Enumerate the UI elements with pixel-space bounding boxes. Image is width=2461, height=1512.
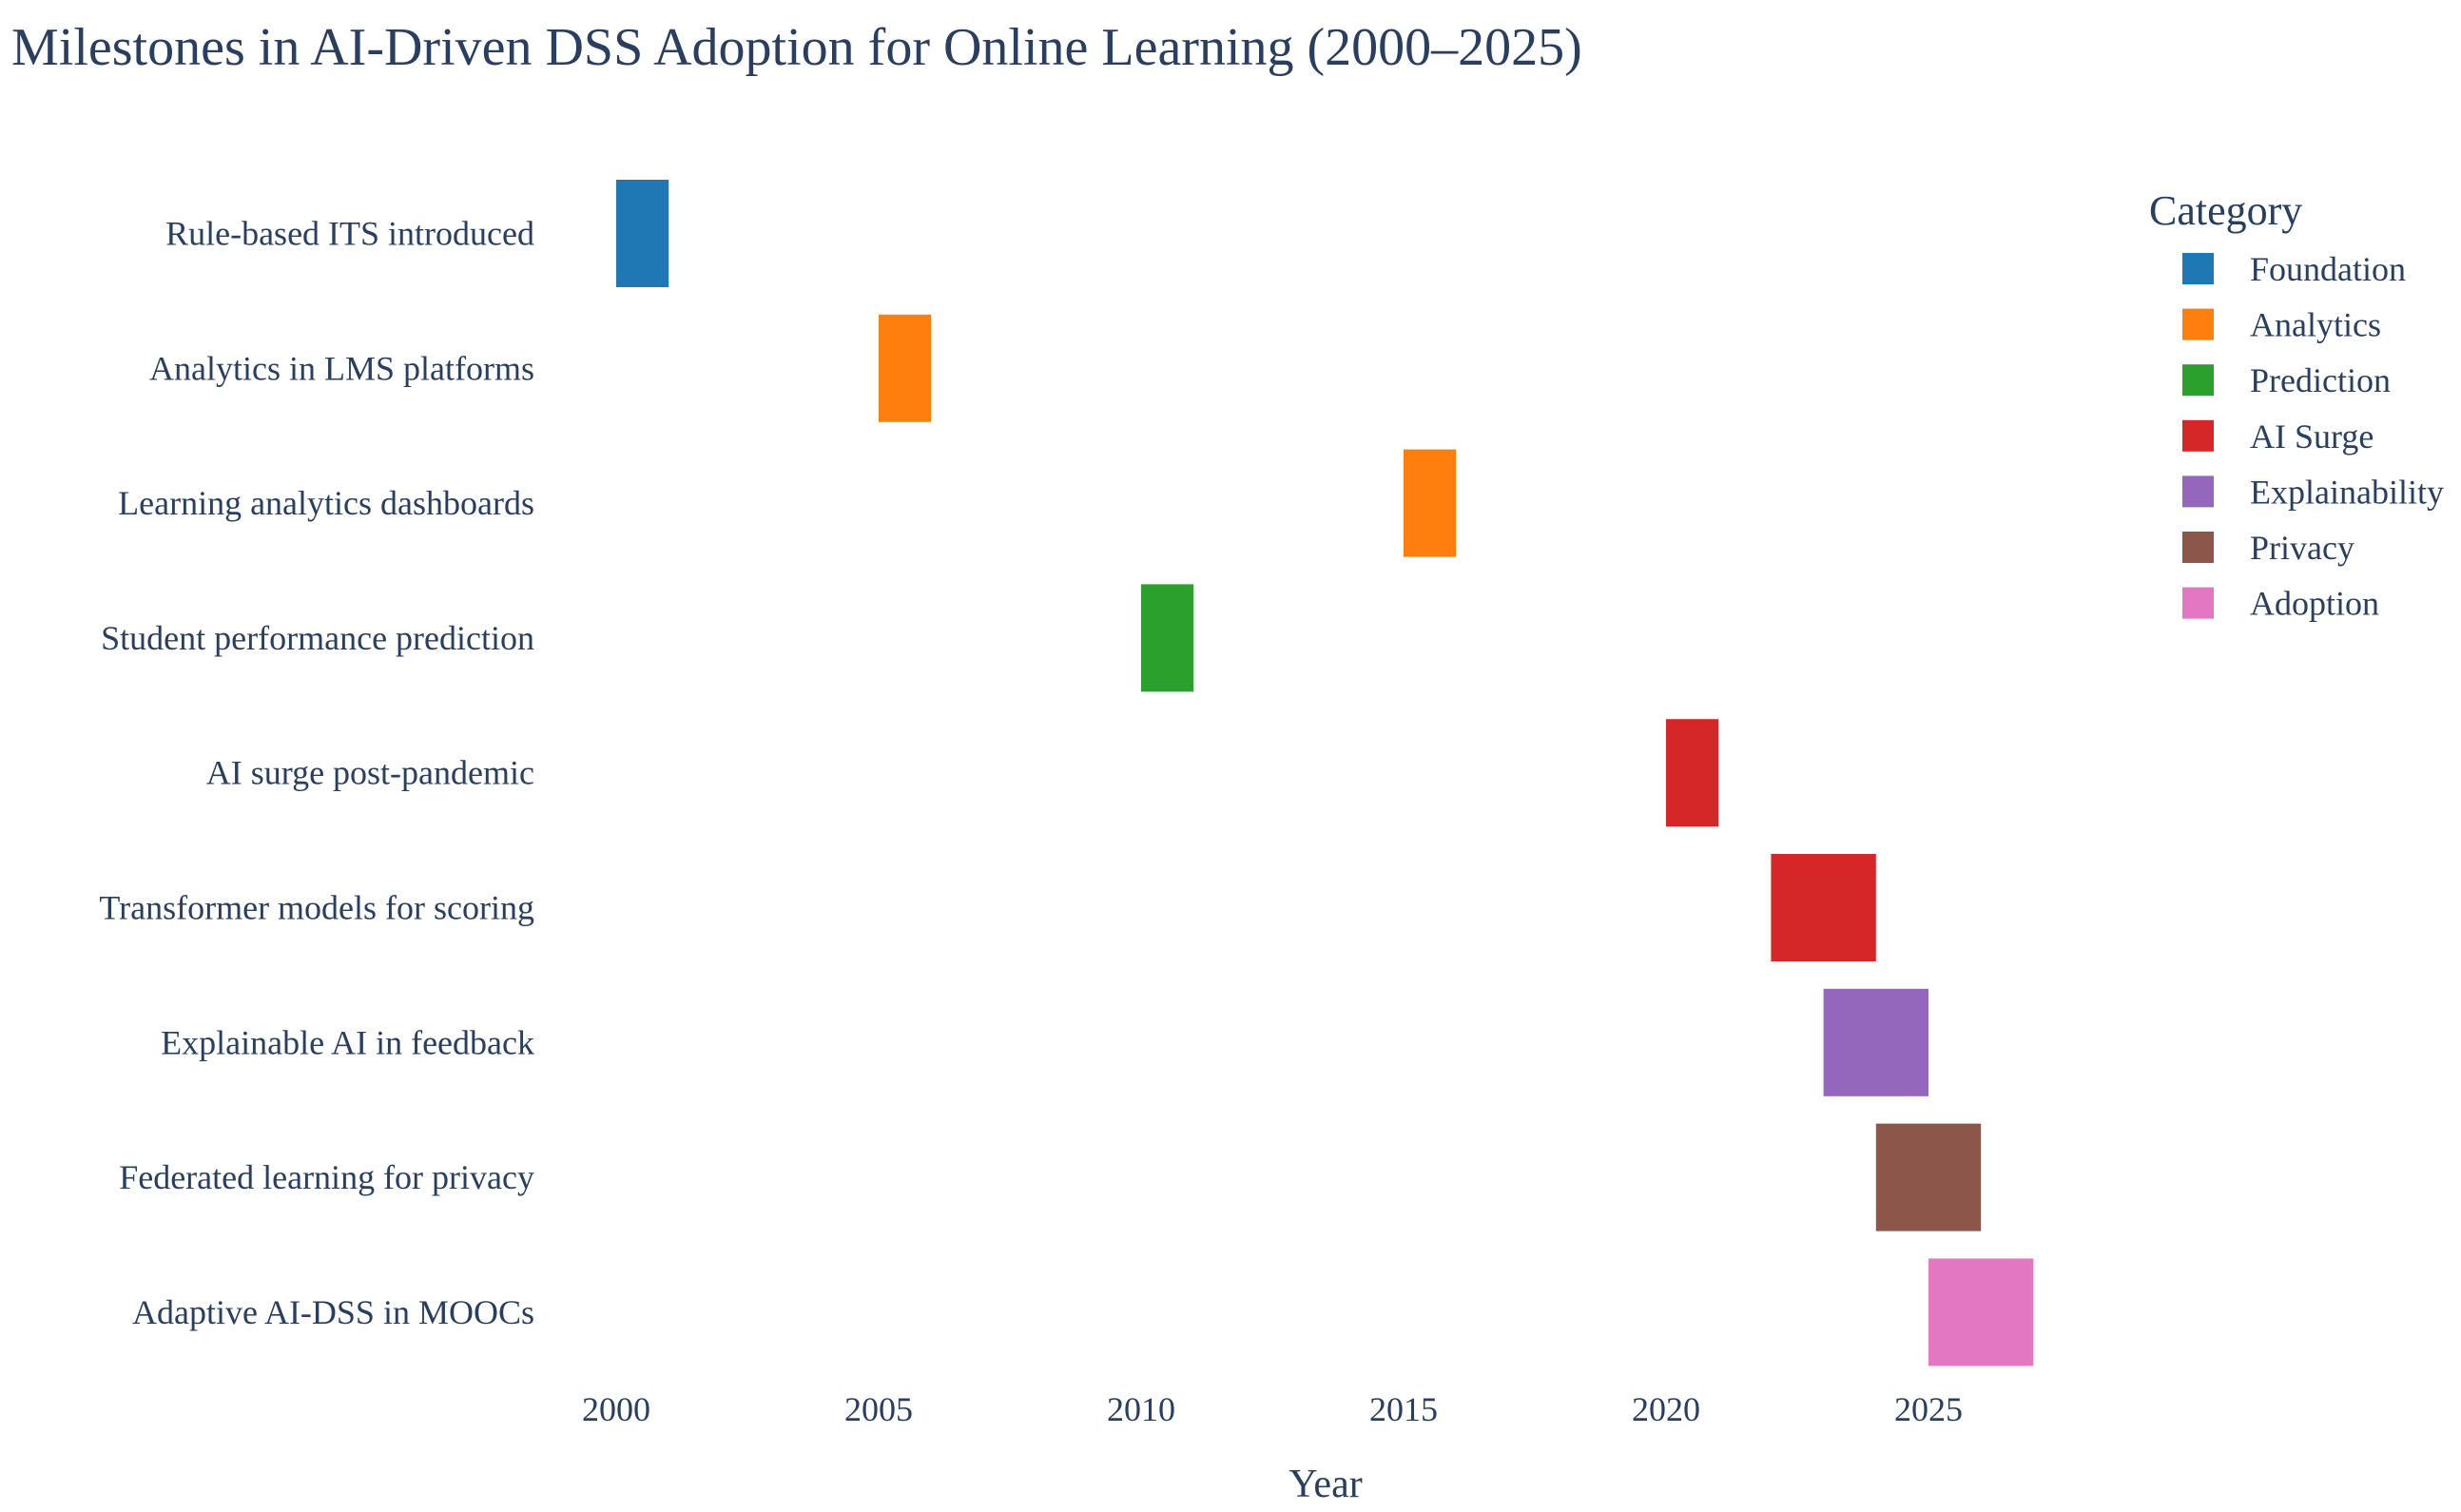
milestone-bar[interactable] [1404,449,1457,557]
milestone-bar[interactable] [1823,988,1928,1096]
chart-title: Milestones in AI-Driven DSS Adoption for… [11,18,1582,77]
x-tick-label: 2000 [582,1390,650,1428]
y-axis-label: AI surge post-pandemic [206,754,534,792]
legend-swatch [2182,253,2214,284]
milestone-bars [616,180,2034,1367]
y-axis-labels: Rule-based ITS introduced Analytics in LM… [99,215,534,1331]
milestone-bar[interactable] [1141,584,1194,692]
y-axis-label: Transformer models for scoring [99,889,534,927]
y-axis-label: Analytics in LMS platforms [149,349,534,387]
legend-label: Adoption [2250,585,2379,623]
y-axis-label: Explainable AI in feedback [161,1023,534,1061]
y-axis-label: Federated learning for privacy [119,1158,534,1196]
x-tick-label: 2025 [1894,1390,1963,1428]
y-axis-label: Adaptive AI-DSS in MOOCs [132,1293,534,1331]
legend-item[interactable]: Privacy [2182,529,2354,567]
legend-item[interactable]: Prediction [2182,361,2391,399]
legend-swatch [2182,364,2214,397]
y-axis-label: Learning analytics dashboards [118,484,534,522]
legend-swatch [2182,308,2214,340]
legend-item[interactable]: Analytics [2182,306,2381,344]
legend-label: Foundation [2250,250,2406,288]
x-tick-label: 2010 [1107,1390,1175,1428]
x-axis-ticks: 2000 2005 2010 2015 2020 2025 [582,1390,1963,1428]
legend-item[interactable]: AI Surge [2182,417,2374,456]
legend-item[interactable]: Foundation [2182,250,2406,288]
legend-title: Category [2149,187,2302,234]
legend-label: Privacy [2250,529,2354,567]
x-tick-label: 2005 [844,1390,913,1428]
legend-swatch [2182,419,2214,452]
x-tick-label: 2020 [1632,1390,1700,1428]
milestone-bar[interactable] [1771,854,1876,961]
milestone-bar[interactable] [1666,719,1719,827]
legend-swatch [2182,532,2214,563]
milestone-bar[interactable] [1928,1258,2034,1367]
legend: Category Foundation Analytics Prediction AI… [2149,187,2444,623]
legend-label: Analytics [2250,306,2381,344]
milestone-bar[interactable] [616,180,669,287]
legend-label: Prediction [2250,361,2391,399]
legend-item[interactable]: Explainability [2182,473,2444,511]
y-axis-label: Rule-based ITS introduced [165,215,534,253]
legend-item[interactable]: Adoption [2182,585,2379,623]
legend-label: Explainability [2250,473,2444,511]
y-axis-label: Student performance prediction [101,619,534,657]
x-tick-label: 2015 [1369,1390,1438,1428]
milestone-bar[interactable] [1875,1123,1982,1231]
milestone-bar[interactable] [879,314,932,422]
legend-swatch [2182,587,2214,619]
legend-label: AI Surge [2250,417,2374,456]
legend-swatch [2182,475,2214,508]
x-axis-title: Year [1289,1463,1362,1506]
